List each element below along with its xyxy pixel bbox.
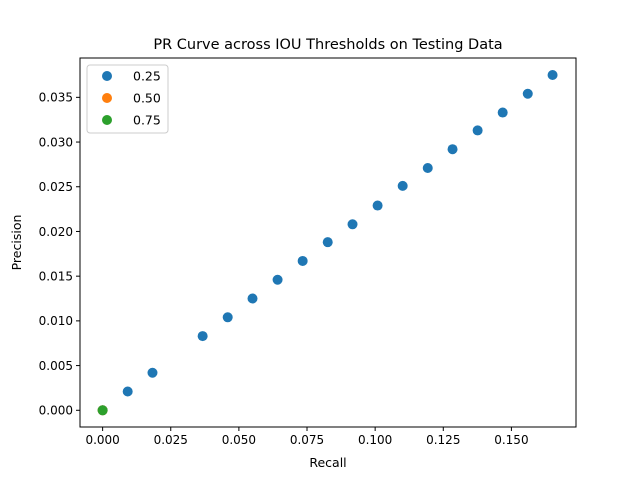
- point-series-0-7: [297, 255, 308, 266]
- point-series-0-12: [422, 162, 433, 173]
- x-tick-label: 0.050: [222, 433, 256, 447]
- point-series-0-14: [472, 125, 483, 136]
- legend-marker-1: [102, 93, 112, 103]
- point-series-0-11: [397, 180, 408, 191]
- point-series-0-2: [147, 367, 158, 378]
- x-tick-label: 0.150: [494, 433, 528, 447]
- y-tick-label: 0.025: [39, 180, 73, 194]
- y-tick-label: 0.005: [39, 359, 73, 373]
- point-series-0-15: [497, 107, 508, 118]
- chart-title: PR Curve across IOU Thresholds on Testin…: [153, 37, 502, 53]
- point-series-0-13: [447, 144, 458, 155]
- x-tick-label: 0.100: [358, 433, 392, 447]
- ticks-layer: 0.000 0.025 0.050 0.075 0.100 0.125 0.150 0.000…: [39, 91, 529, 447]
- points-layer: [97, 69, 558, 416]
- y-tick-label: 0.020: [39, 225, 73, 239]
- point-series-0-5: [247, 293, 258, 304]
- point-series-0-1: [122, 386, 133, 397]
- x-tick-label: 0.025: [154, 433, 188, 447]
- legend: 0.25 0.50 0.75: [86, 64, 169, 134]
- y-tick-label: 0.010: [39, 314, 73, 328]
- point-series-0-4: [222, 312, 233, 323]
- plot-frame: [79, 57, 577, 428]
- point-series-0-10: [372, 200, 383, 211]
- point-series-0-8: [322, 237, 333, 248]
- x-tick-label: 0.000: [85, 433, 119, 447]
- legend-label-2: 0.75: [133, 113, 161, 128]
- x-axis-label: Recall: [309, 455, 346, 470]
- point-series-0-3: [197, 331, 208, 342]
- x-tick-label: 0.075: [290, 433, 324, 447]
- legend-marker-2: [102, 115, 112, 125]
- y-tick-label: 0.030: [39, 135, 73, 149]
- point-series-0-6: [272, 274, 283, 285]
- x-tick-label: 0.125: [426, 433, 460, 447]
- legend-marker-0: [102, 71, 112, 81]
- legend-label-0: 0.25: [133, 69, 161, 84]
- point-series-0-17: [547, 69, 558, 80]
- y-axis-label: Precision: [9, 215, 24, 271]
- y-tick-label: 0.015: [39, 269, 73, 283]
- y-tick-label: 0.035: [39, 91, 73, 105]
- point-series-0-9: [347, 219, 358, 230]
- point-series-0-16: [522, 88, 533, 99]
- y-tick-label: 0.000: [39, 404, 73, 418]
- point-series-2-0: [97, 405, 108, 416]
- legend-label-1: 0.50: [133, 91, 161, 106]
